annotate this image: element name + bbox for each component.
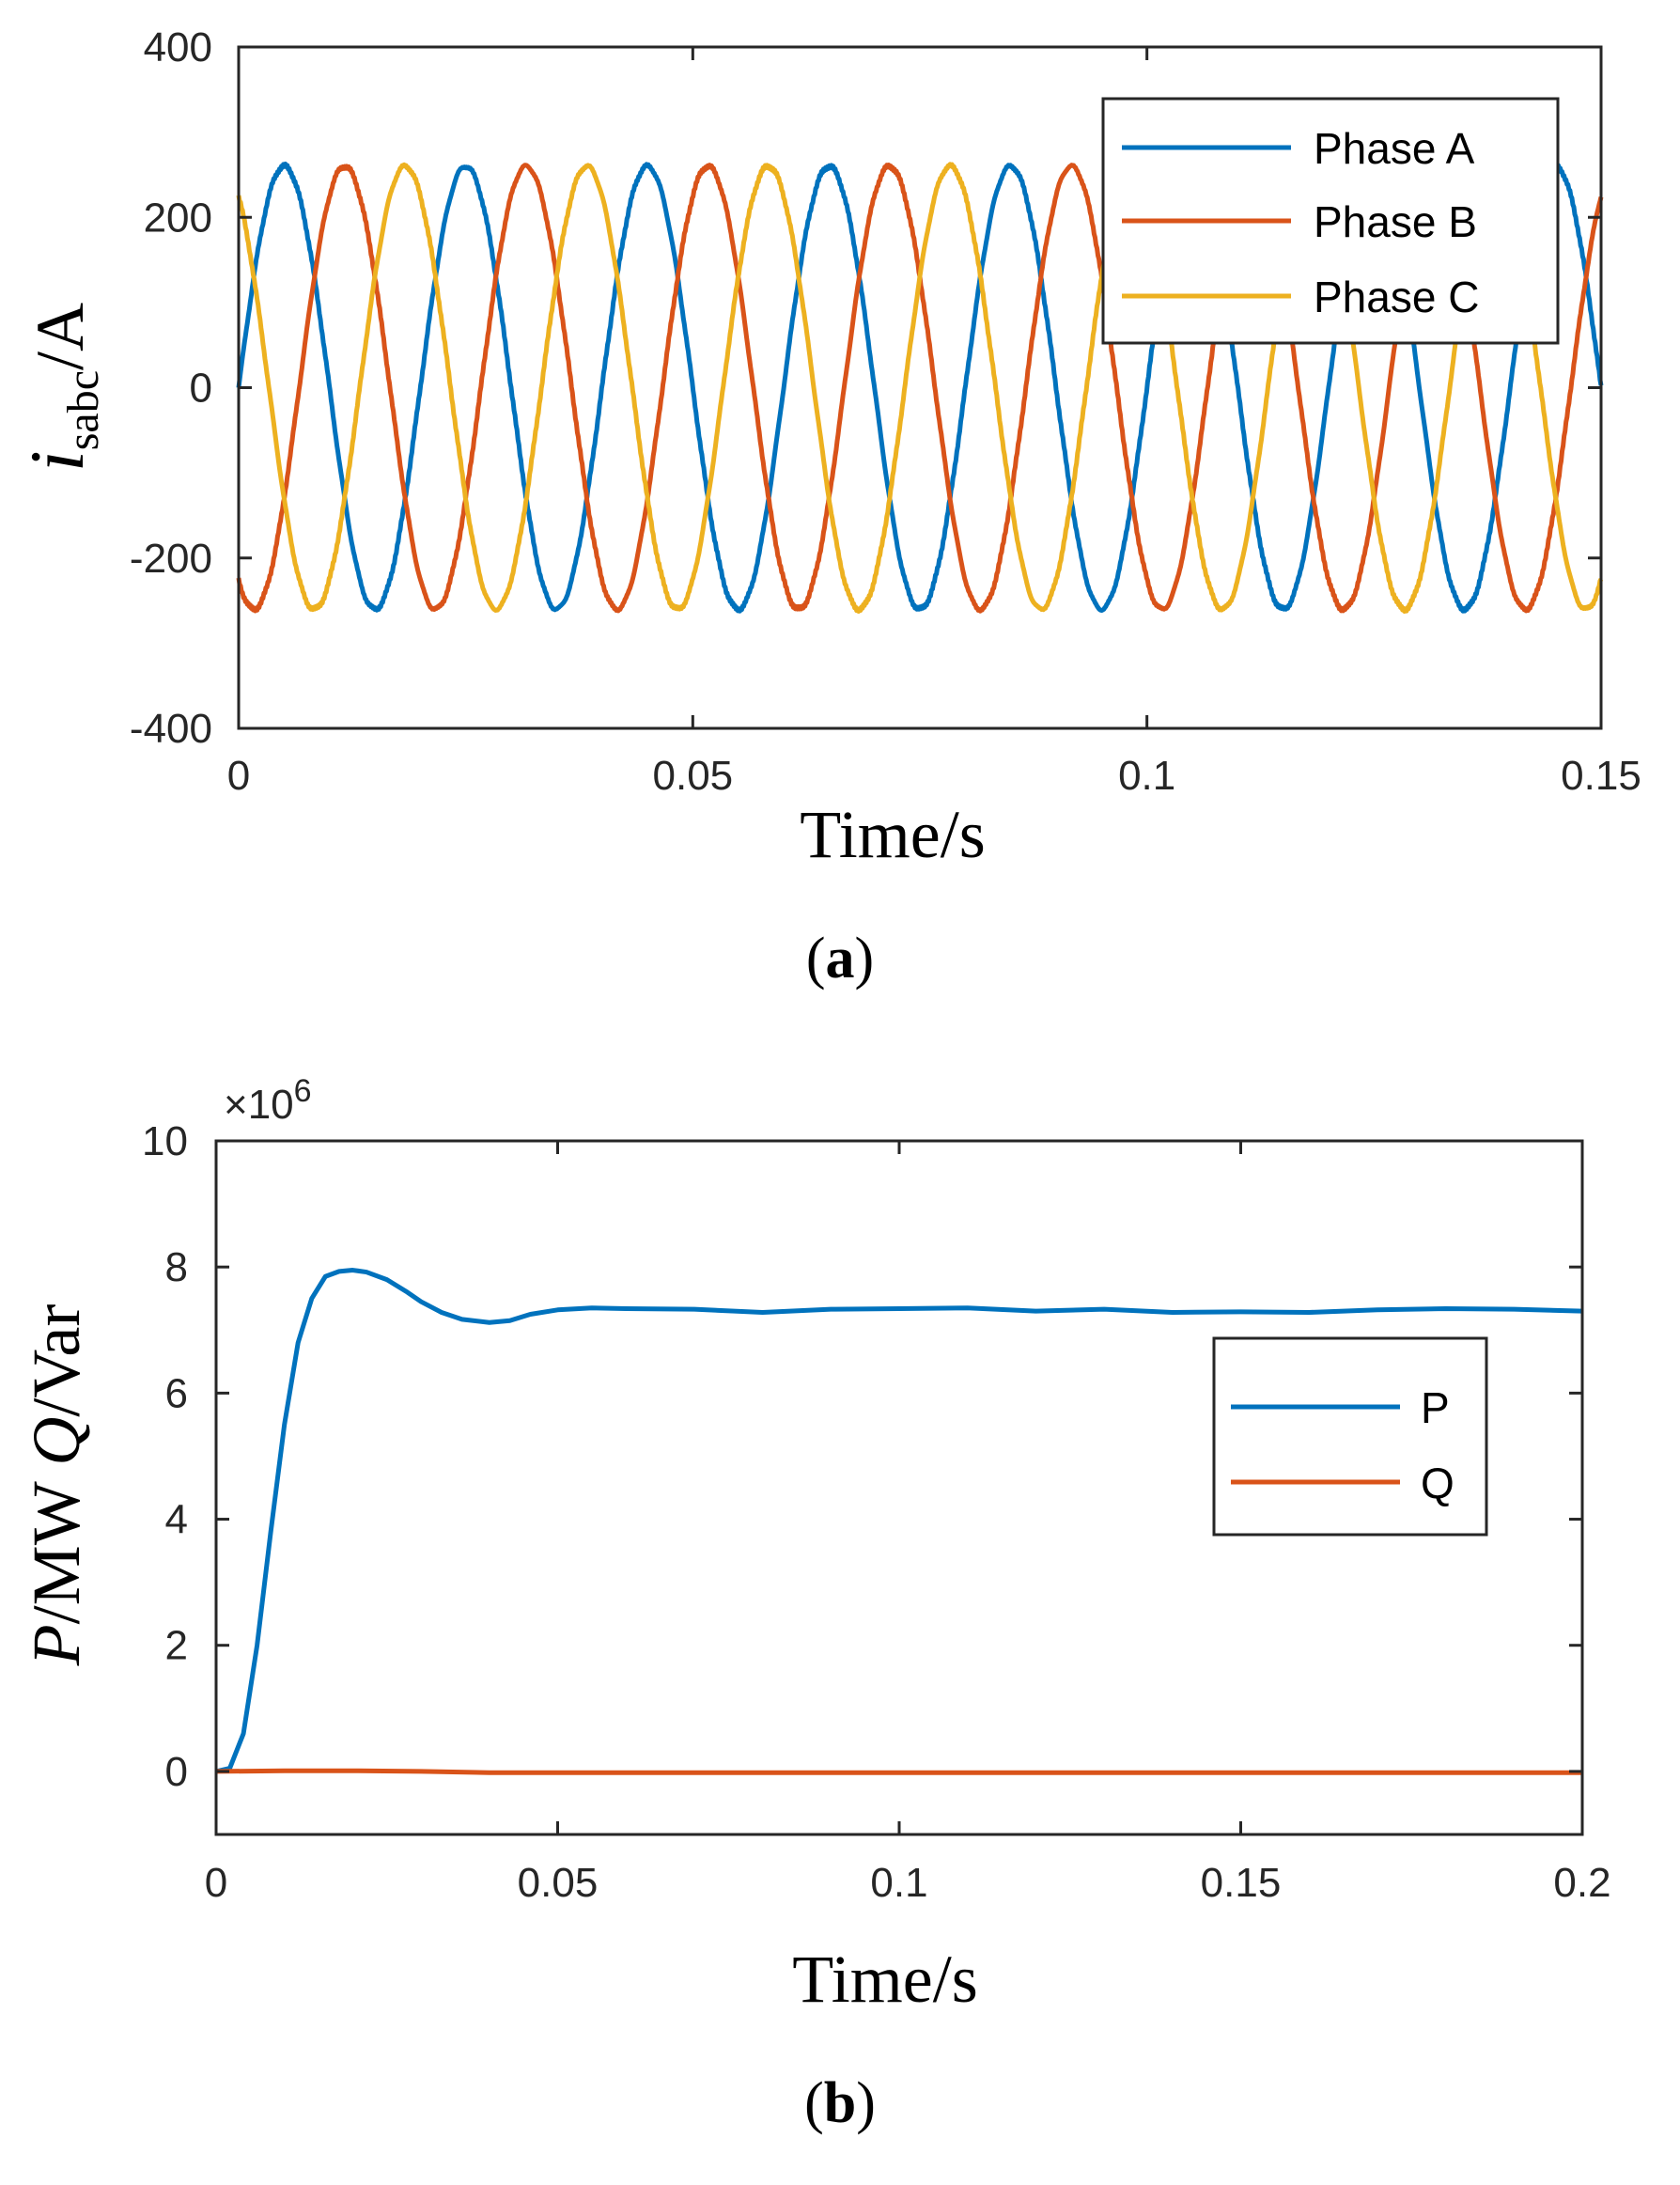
y-tick-labels: 0 2 4 6 8 10 — [142, 1118, 188, 1795]
y-axis-p-symbol: P — [19, 1624, 94, 1666]
y-axis-title: isabc/A — [14, 303, 108, 472]
y-axis-symbol: i — [14, 450, 100, 472]
y-axis-exponent: ×106 — [224, 1073, 312, 1128]
axes-box — [237, 45, 1603, 730]
y-axis-q-unit: /Var — [19, 1304, 94, 1417]
series-line-p — [215, 1268, 1583, 1774]
legend-label-phase-b: Phase B — [1314, 197, 1477, 246]
panel-a-caption: (a) — [806, 927, 874, 991]
legend-label-phase-c: Phase C — [1314, 273, 1479, 321]
legend-box — [1212, 1336, 1488, 1537]
series-line-phase-c — [236, 161, 1604, 615]
x-tick-labels: 0 0.05 0.1 0.15 — [227, 753, 1641, 799]
y-tick-label: 6 — [165, 1370, 188, 1416]
legend: Phase A Phase B Phase C — [1101, 97, 1560, 345]
panel-a-chart: 0 0.05 0.1 0.15 -400 -200 0 200 400 Phase A Pha… — [14, 24, 1641, 991]
legend-label-p: P — [1421, 1383, 1450, 1432]
x-tick-label: 0 — [205, 1860, 227, 1906]
svg-text:isabc/A: isabc/A — [14, 303, 108, 472]
x-tick-labels: 0 0.05 0.1 0.15 0.2 — [205, 1860, 1611, 1906]
y-tick-label: 400 — [144, 24, 212, 70]
axes-box — [214, 1139, 1584, 1836]
y-tick-label: 4 — [165, 1497, 188, 1543]
svg-text:P/MW Q/Var: P/MW Q/Var — [19, 1304, 94, 1667]
x-tick-label: 0.1 — [1118, 753, 1175, 799]
x-tick-label: 0.2 — [1553, 1860, 1610, 1906]
series-line-q — [215, 1768, 1582, 1775]
y-tick-labels: -400 -200 0 200 400 — [130, 24, 212, 752]
x-tick-label: 0.05 — [653, 753, 734, 799]
x-tick-label: 0.1 — [870, 1860, 927, 1906]
y-axis-subscript: sabc — [58, 370, 108, 450]
series-lines — [215, 1268, 1583, 1775]
y-tick-label: 200 — [144, 195, 212, 241]
y-axis-q-symbol: Q — [19, 1417, 94, 1466]
x-axis-title: Time/s — [800, 797, 985, 872]
legend-label-q: Q — [1421, 1459, 1454, 1507]
legend: P Q — [1212, 1336, 1488, 1537]
y-axis-p-unit: /MW — [19, 1466, 94, 1625]
x-tick-label: 0.05 — [518, 1860, 599, 1906]
x-tick-label: 0.15 — [1201, 1860, 1282, 1906]
panel-b-caption: (b) — [804, 2071, 876, 2135]
caption-letter: b — [824, 2071, 856, 2135]
y-tick-label: -400 — [130, 706, 212, 752]
x-tick-label: 0.15 — [1561, 753, 1641, 799]
x-tick-label: 0 — [227, 753, 250, 799]
y-tick-label: 0 — [190, 366, 212, 412]
y-axis-unit: /A — [23, 303, 98, 370]
legend-label-phase-a: Phase A — [1314, 124, 1475, 173]
y-tick-label: 0 — [165, 1749, 188, 1795]
y-tick-label: 8 — [165, 1244, 188, 1290]
y-axis-title: P/MW Q/Var — [19, 1304, 94, 1667]
y-tick-label: -200 — [130, 536, 212, 582]
x-axis-title: Time/s — [792, 1942, 977, 2017]
y-tick-label: 2 — [165, 1623, 188, 1669]
y-tick-label: 10 — [142, 1118, 188, 1164]
caption-letter: a — [826, 927, 855, 991]
